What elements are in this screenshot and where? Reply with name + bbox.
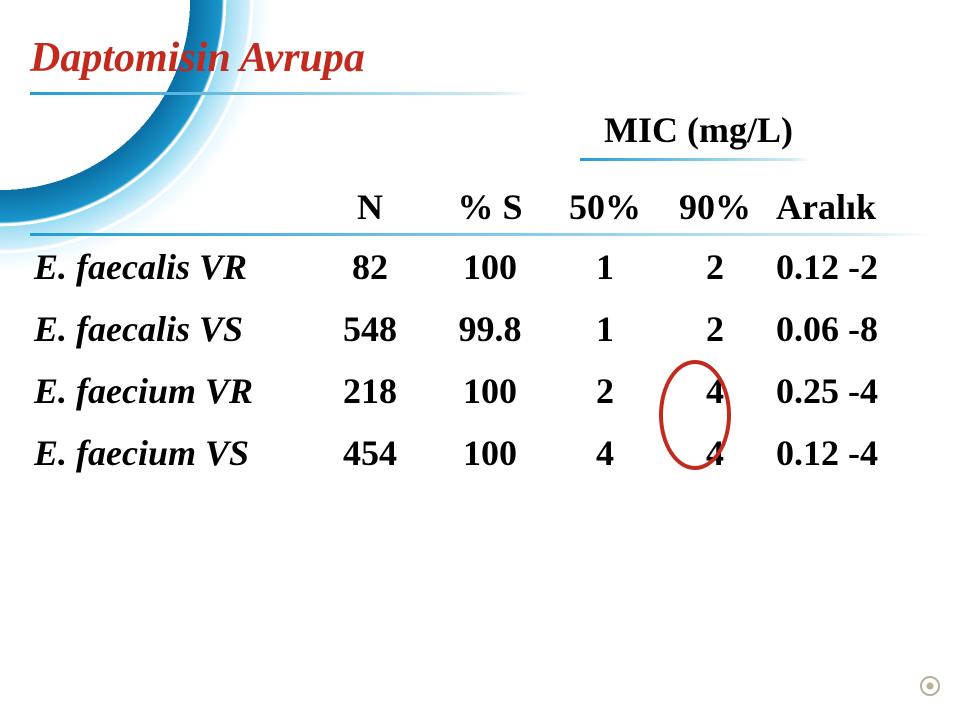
- data-table: N % S 50% 90% Aralık E. faecalis VR 82 1…: [30, 180, 930, 484]
- cell-50: 2: [550, 370, 660, 412]
- col-90: 90%: [660, 186, 770, 228]
- table-header-row: N % S 50% 90% Aralık: [30, 180, 930, 236]
- col-50: 50%: [550, 186, 660, 228]
- title-underline: [30, 92, 530, 95]
- col-range: Aralık: [770, 186, 930, 228]
- table-row: E. faecalis VR 82 100 1 2 0.12 -2: [30, 236, 930, 298]
- cell-n: 454: [310, 432, 430, 474]
- col-pct-s: % S: [430, 186, 550, 228]
- cell-50: 1: [550, 308, 660, 350]
- mic-header-label: MIC (mg/L): [604, 109, 793, 151]
- cell-pct-s: 100: [430, 370, 550, 412]
- cell-pct-s: 100: [430, 246, 550, 288]
- slide-title: Daptomisin Avrupa: [30, 34, 365, 82]
- cell-range: 0.06 -8: [770, 308, 930, 350]
- row-label: E. faecalis VR: [30, 246, 310, 288]
- cell-n: 548: [310, 308, 430, 350]
- mic-header-underline: [580, 158, 810, 161]
- cell-n: 218: [310, 370, 430, 412]
- col-n: N: [310, 186, 430, 228]
- cell-pct-s: 100: [430, 432, 550, 474]
- cell-range: 0.25 -4: [770, 370, 930, 412]
- row-label: E. faecium VR: [30, 370, 310, 412]
- cell-50: 1: [550, 246, 660, 288]
- cell-90: 4: [660, 432, 770, 474]
- cell-range: 0.12 -4: [770, 432, 930, 474]
- cell-90: 2: [660, 308, 770, 350]
- slide-corner-icon: [918, 674, 942, 698]
- cell-range: 0.12 -2: [770, 246, 930, 288]
- table-row: E. faecalis VS 548 99.8 1 2 0.06 -8: [30, 298, 930, 360]
- row-label: E. faecalis VS: [30, 308, 310, 350]
- cell-50: 4: [550, 432, 660, 474]
- cell-pct-s: 99.8: [430, 308, 550, 350]
- table-row: E. faecium VS 454 100 4 4 0.12 -4: [30, 422, 930, 484]
- table-row: E. faecium VR 218 100 2 4 0.25 -4: [30, 360, 930, 422]
- row-label: E. faecium VS: [30, 432, 310, 474]
- cell-n: 82: [310, 246, 430, 288]
- cell-90: 2: [660, 246, 770, 288]
- cell-90: 4: [660, 370, 770, 412]
